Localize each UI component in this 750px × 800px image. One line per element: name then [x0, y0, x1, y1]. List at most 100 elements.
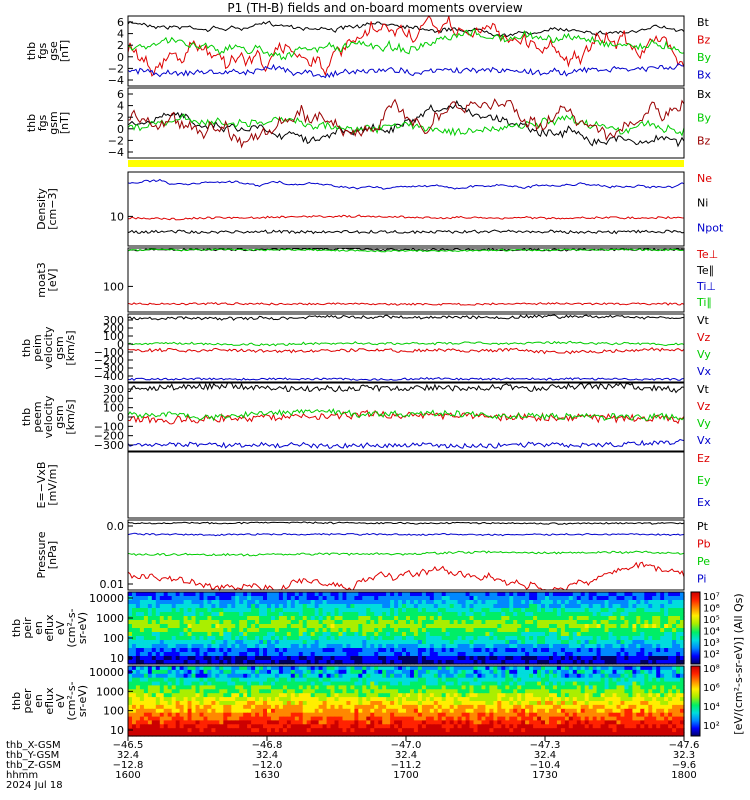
spectrogram-cell: [247, 596, 252, 601]
spectrogram-cell: [525, 620, 530, 625]
spectrogram-cell: [660, 673, 665, 679]
spectrogram-cell: [572, 652, 578, 657]
spectrogram-cell: [449, 620, 455, 625]
spectrogram-cell: [429, 608, 435, 613]
spectrogram-cell: [572, 632, 578, 637]
spectrogram-cell: [608, 669, 614, 675]
spectrogram-cell: [274, 666, 280, 671]
spectrogram-cell: [497, 685, 502, 690]
spectrogram-cell: [592, 636, 598, 641]
spectrogram-cell: [608, 596, 614, 601]
spectrogram-cell: [564, 628, 570, 633]
spectrogram-cell: [219, 673, 224, 679]
spectrogram-cell: [648, 666, 653, 671]
spectrogram-cell: [660, 677, 665, 683]
spectrogram-cell: [147, 724, 153, 729]
spectrogram-cell: [596, 681, 602, 687]
spectrogram-cell: [322, 592, 328, 597]
spectrogram-cell: [334, 608, 340, 613]
spectrogram-cell: [382, 636, 387, 641]
spectrogram-cell: [461, 697, 467, 702]
spectrogram-cell: [533, 656, 538, 661]
spectrogram-cell: [584, 697, 590, 702]
spectrogram-cell: [139, 704, 145, 710]
spectrogram-cell: [584, 712, 590, 718]
spectrogram-cell: [322, 704, 328, 710]
spectrogram-cell: [274, 724, 280, 729]
spectrogram-cell: [326, 660, 332, 665]
spectrogram-cell: [445, 604, 451, 609]
spectrogram-cell: [139, 728, 145, 733]
spectrogram-cell: [672, 644, 677, 649]
spectrogram-cell: [493, 604, 498, 609]
spectrogram-cell: [132, 701, 137, 706]
spectrogram-cell: [231, 628, 236, 633]
spectrogram-cell: [390, 716, 395, 722]
spectrogram-cell: [235, 632, 240, 637]
spectrogram-cell: [171, 660, 177, 665]
spectrogram-cell: [433, 720, 439, 725]
spectrogram-cell: [386, 666, 391, 671]
spectrogram-cell: [199, 712, 205, 718]
series-line-peim-velocity-3: [127, 376, 685, 381]
spectrogram-cell: [326, 720, 332, 725]
spectrogram-cell: [552, 677, 558, 683]
spectrogram-cell: [207, 660, 212, 665]
spectrogram-cell: [588, 669, 594, 675]
spectrogram-cell: [537, 604, 542, 609]
spectrogram-cell: [572, 681, 578, 687]
spectrogram-cell: [501, 708, 506, 714]
spectrogram-cell: [322, 666, 328, 671]
spectrogram-cell: [294, 669, 300, 675]
spectrogram-cell: [501, 648, 506, 653]
legend-temperature-0: Te⊥: [696, 248, 718, 261]
spectrogram-cell: [207, 716, 212, 722]
spectrogram-cell: [398, 689, 403, 694]
spectrogram-cell: [370, 712, 375, 718]
spectrogram-cell: [628, 697, 633, 702]
spectrogram-cell: [227, 656, 232, 661]
spectrogram-cell: [572, 656, 578, 661]
spectrogram-cell: [183, 636, 189, 641]
y-tick-label: 200: [103, 392, 124, 405]
spectrogram-cell: [636, 704, 641, 710]
y-axis-label: peim: [31, 334, 44, 362]
spectrogram-cell: [338, 632, 344, 637]
spectrogram-cell: [628, 636, 633, 641]
spectrogram-cell: [135, 632, 141, 637]
spectrogram-cell: [572, 648, 578, 653]
spectrogram-cell: [656, 604, 661, 609]
spectrogram-cell: [497, 708, 502, 714]
spectrogram-cell: [390, 666, 395, 671]
spectrogram-cell: [509, 677, 514, 683]
spectrogram-cell: [183, 644, 189, 649]
spectrogram-cell: [167, 652, 173, 657]
spectrogram-cell: [259, 616, 264, 621]
spectrogram-cell: [219, 693, 224, 698]
spectrogram-cell: [445, 697, 451, 702]
spectrogram-cell: [402, 600, 407, 605]
spectrogram-cell: [406, 616, 411, 621]
spectrogram-cell: [231, 660, 236, 665]
spectrogram-cell: [636, 708, 641, 714]
spectrogram-cell: [576, 624, 582, 629]
spectrogram-cell: [354, 628, 359, 633]
spectrogram-cell: [560, 724, 566, 729]
spectrogram-cell: [529, 697, 534, 702]
spectrogram-cell: [489, 592, 494, 597]
spectrogram-cell: [338, 628, 344, 633]
spectrogram-cell: [362, 720, 367, 725]
spectrogram-cell: [235, 685, 240, 690]
spectrogram-cell: [310, 652, 316, 657]
spectrogram-cell: [187, 660, 193, 665]
spectrogram-cell: [584, 704, 590, 710]
spectrogram-cell: [680, 712, 685, 718]
spectrogram-cell: [171, 697, 177, 702]
panel-peem-velocity: [127, 382, 685, 452]
spectrogram-cell: [159, 712, 165, 718]
spectrogram-cell: [465, 712, 471, 718]
spectrogram-cell: [167, 712, 173, 718]
spectrogram-cell: [445, 673, 451, 679]
spectrogram-cell: [231, 624, 236, 629]
spectrogram-cell: [513, 600, 518, 605]
